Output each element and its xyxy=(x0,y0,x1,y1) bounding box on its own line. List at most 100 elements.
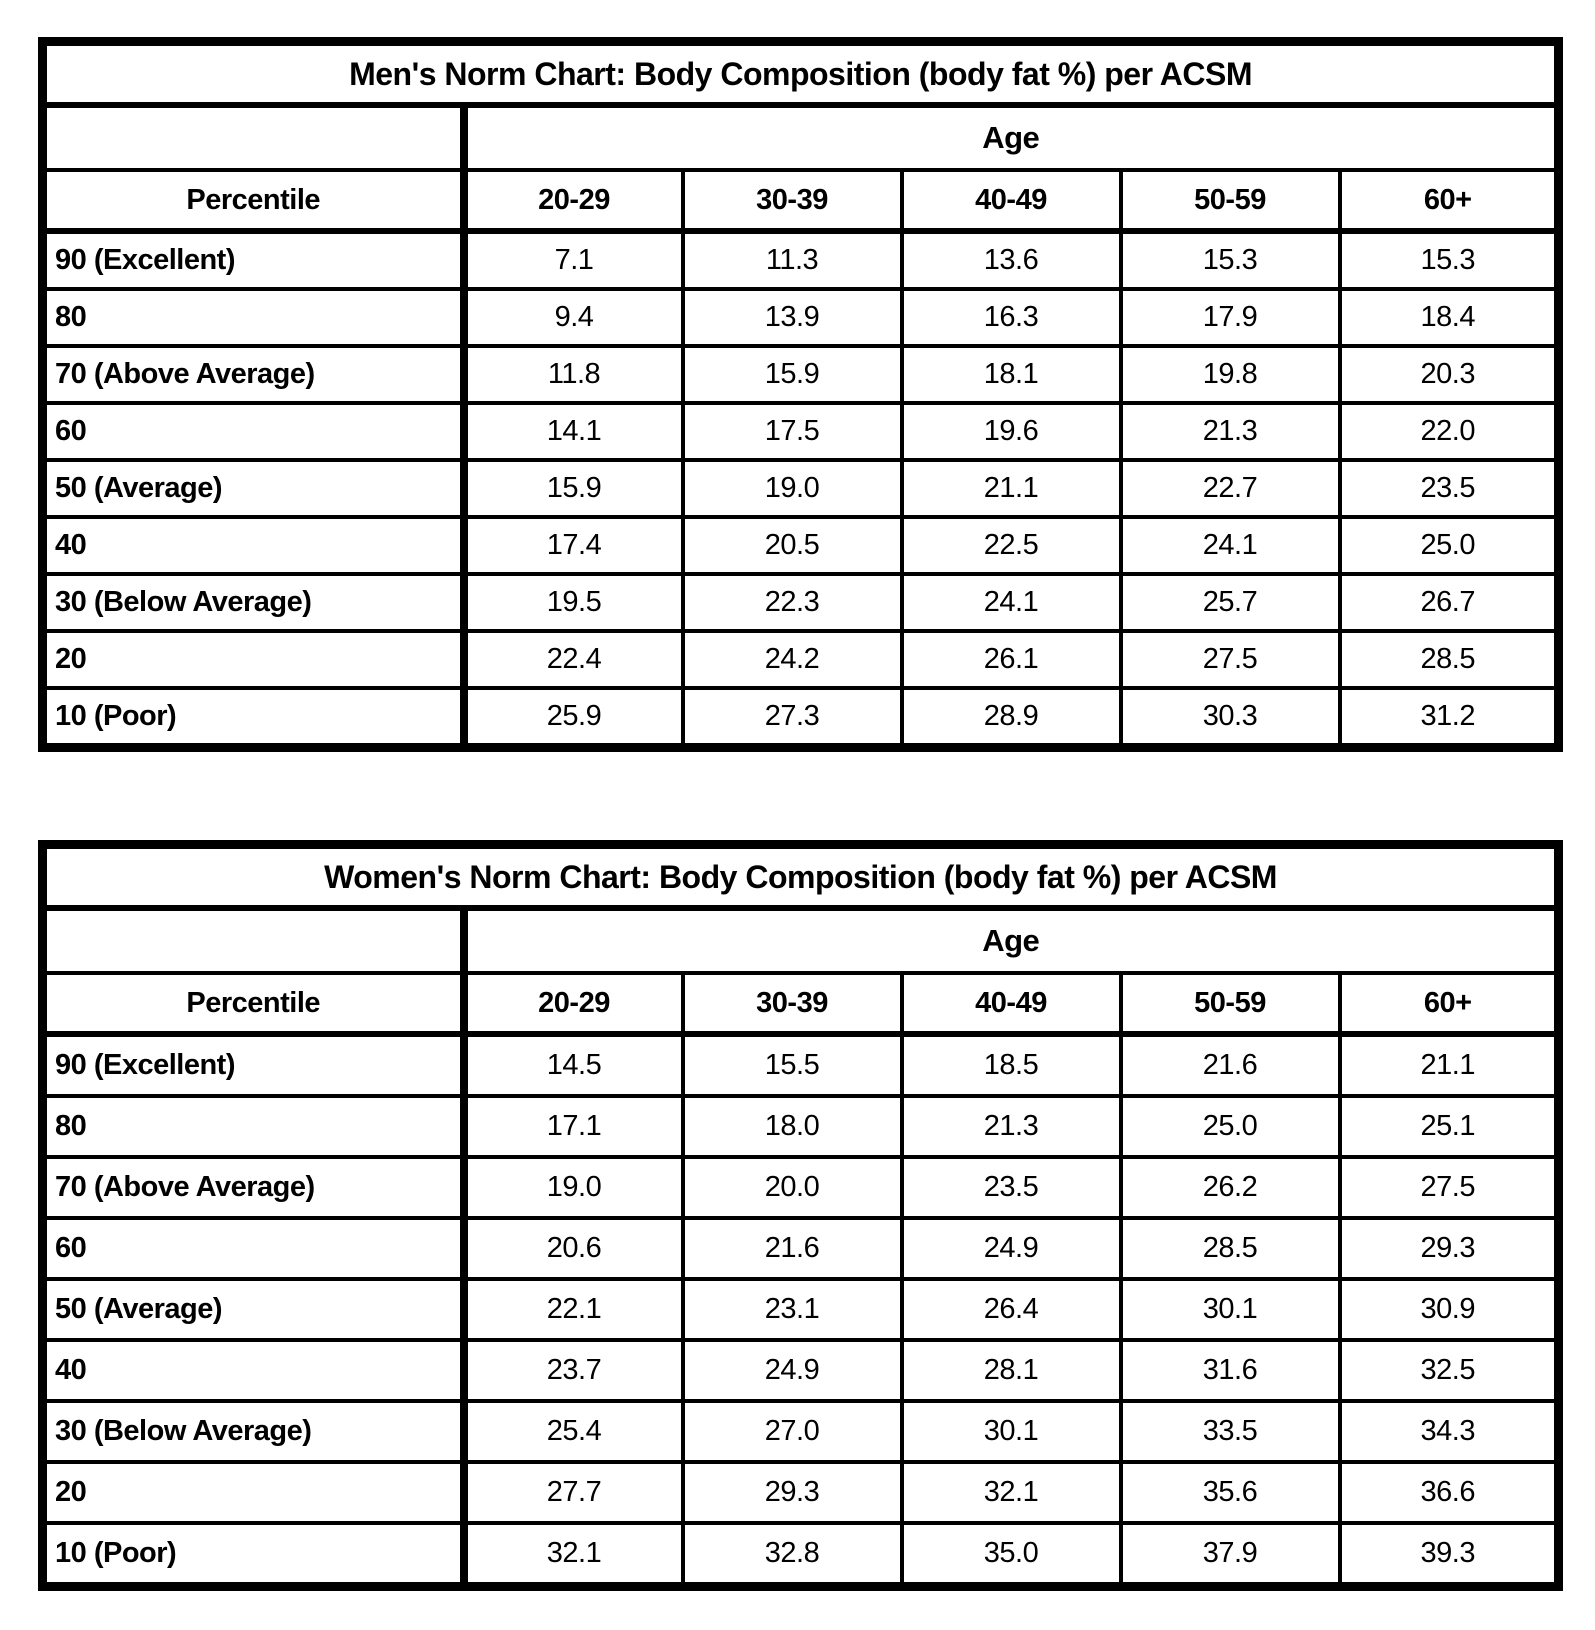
percentile-row-label: 80 xyxy=(40,287,468,348)
table-row: 70 (Above Average) 11.8 15.9 18.1 19.8 20.3 xyxy=(40,344,1561,405)
body-fat-value: 25.0 xyxy=(1337,515,1561,576)
body-fat-value: 32.8 xyxy=(680,1521,904,1589)
body-fat-value: 33.5 xyxy=(1118,1399,1342,1464)
body-fat-value: 30.9 xyxy=(1337,1277,1561,1342)
body-fat-value: 17.1 xyxy=(461,1094,685,1159)
body-fat-value: 9.4 xyxy=(461,287,685,348)
percentile-row-label: 30 (Below Average) xyxy=(40,572,468,633)
body-fat-value: 25.4 xyxy=(461,1399,685,1464)
table-title: Men's Norm Chart: Body Composition (body… xyxy=(40,39,1561,108)
percentile-row-label: 80 xyxy=(40,1094,468,1159)
body-fat-value: 32.1 xyxy=(899,1460,1123,1525)
percentile-row-label: 60 xyxy=(40,1216,468,1281)
body-fat-value: 24.1 xyxy=(1118,515,1342,576)
body-fat-value: 25.7 xyxy=(1118,572,1342,633)
blank-corner-cell xyxy=(40,906,468,975)
body-fat-value: 15.3 xyxy=(1337,229,1561,291)
body-fat-value: 35.6 xyxy=(1118,1460,1342,1525)
mens-table-body: Men's Norm Chart: Body Composition (body… xyxy=(40,39,1561,750)
body-fat-value: 19.6 xyxy=(899,401,1123,462)
body-fat-value: 14.1 xyxy=(461,401,685,462)
body-fat-value: 15.5 xyxy=(680,1032,904,1098)
body-fat-value: 34.3 xyxy=(1337,1399,1561,1464)
table-row: 60 20.6 21.6 24.9 28.5 29.3 xyxy=(40,1216,1561,1281)
body-fat-value: 25.0 xyxy=(1118,1094,1342,1159)
column-header-row: Percentile 20-29 30-39 40-49 50-59 60+ xyxy=(40,971,1561,1037)
age-group-header: Age xyxy=(461,103,1561,172)
column-header-row: Percentile 20-29 30-39 40-49 50-59 60+ xyxy=(40,168,1561,234)
percentile-row-label: 60 xyxy=(40,401,468,462)
body-fat-value: 11.3 xyxy=(680,229,904,291)
table-row: 20 27.7 29.3 32.1 35.6 36.6 xyxy=(40,1460,1561,1525)
table-row: 50 (Average) 22.1 23.1 26.4 30.1 30.9 xyxy=(40,1277,1561,1342)
body-fat-value: 18.1 xyxy=(899,344,1123,405)
age-column-header: 60+ xyxy=(1337,971,1561,1037)
body-fat-value: 18.5 xyxy=(899,1032,1123,1098)
table-row: 60 14.1 17.5 19.6 21.3 22.0 xyxy=(40,401,1561,462)
body-fat-value: 35.0 xyxy=(899,1521,1123,1589)
body-fat-value: 19.5 xyxy=(461,572,685,633)
table-row: 80 9.4 13.9 16.3 17.9 18.4 xyxy=(40,287,1561,348)
age-column-header: 30-39 xyxy=(680,168,904,234)
body-fat-value: 27.7 xyxy=(461,1460,685,1525)
age-column-header: 40-49 xyxy=(899,168,1123,234)
body-fat-value: 15.9 xyxy=(461,458,685,519)
body-fat-value: 15.9 xyxy=(680,344,904,405)
body-fat-value: 13.9 xyxy=(680,287,904,348)
age-group-row: Age xyxy=(40,103,1561,172)
table-row: 40 23.7 24.9 28.1 31.6 32.5 xyxy=(40,1338,1561,1403)
body-fat-value: 28.5 xyxy=(1337,629,1561,690)
percentile-row-label: 70 (Above Average) xyxy=(40,344,468,405)
percentile-row-label: 10 (Poor) xyxy=(40,686,468,750)
age-column-header: 20-29 xyxy=(461,168,685,234)
body-fat-value: 15.3 xyxy=(1118,229,1342,291)
percentile-row-label: 40 xyxy=(40,1338,468,1403)
body-fat-value: 20.0 xyxy=(680,1155,904,1220)
body-fat-value: 27.0 xyxy=(680,1399,904,1464)
body-fat-value: 32.1 xyxy=(461,1521,685,1589)
table-row: 90 (Excellent) 7.1 11.3 13.6 15.3 15.3 xyxy=(40,229,1561,291)
body-fat-value: 19.8 xyxy=(1118,344,1342,405)
body-fat-value: 22.1 xyxy=(461,1277,685,1342)
age-column-header: 40-49 xyxy=(899,971,1123,1037)
body-fat-value: 22.0 xyxy=(1337,401,1561,462)
body-fat-value: 17.9 xyxy=(1118,287,1342,348)
body-fat-value: 21.3 xyxy=(899,1094,1123,1159)
body-fat-value: 28.1 xyxy=(899,1338,1123,1403)
percentile-row-label: 10 (Poor) xyxy=(40,1521,468,1589)
body-fat-value: 14.5 xyxy=(461,1032,685,1098)
table-row: 10 (Poor) 25.9 27.3 28.9 30.3 31.2 xyxy=(40,686,1561,750)
body-fat-value: 11.8 xyxy=(461,344,685,405)
body-fat-value: 18.0 xyxy=(680,1094,904,1159)
womens-table-body: Women's Norm Chart: Body Composition (bo… xyxy=(40,842,1561,1589)
percentile-row-label: 90 (Excellent) xyxy=(40,1032,468,1098)
body-fat-value: 18.4 xyxy=(1337,287,1561,348)
body-fat-value: 26.4 xyxy=(899,1277,1123,1342)
body-fat-value: 31.2 xyxy=(1337,686,1561,750)
table-row: 90 (Excellent) 14.5 15.5 18.5 21.6 21.1 xyxy=(40,1032,1561,1098)
womens-norm-table: Women's Norm Chart: Body Composition (bo… xyxy=(38,840,1564,1591)
body-fat-value: 23.7 xyxy=(461,1338,685,1403)
table-row: 30 (Below Average) 25.4 27.0 30.1 33.5 34.3 xyxy=(40,1399,1561,1464)
body-fat-value: 20.6 xyxy=(461,1216,685,1281)
age-column-header: 20-29 xyxy=(461,971,685,1037)
table-row: 20 22.4 24.2 26.1 27.5 28.5 xyxy=(40,629,1561,690)
age-group-row: Age xyxy=(40,906,1561,975)
table-title-row: Women's Norm Chart: Body Composition (bo… xyxy=(40,842,1561,911)
table-row: 70 (Above Average) 19.0 20.0 23.5 26.2 27.5 xyxy=(40,1155,1561,1220)
percentile-row-label: 20 xyxy=(40,629,468,690)
mens-norm-table: Men's Norm Chart: Body Composition (body… xyxy=(38,37,1564,752)
body-fat-value: 19.0 xyxy=(461,1155,685,1220)
body-fat-value: 24.9 xyxy=(899,1216,1123,1281)
body-fat-value: 24.1 xyxy=(899,572,1123,633)
percentile-row-label: 30 (Below Average) xyxy=(40,1399,468,1464)
body-fat-value: 21.1 xyxy=(899,458,1123,519)
body-fat-value: 25.9 xyxy=(461,686,685,750)
table-row: 80 17.1 18.0 21.3 25.0 25.1 xyxy=(40,1094,1561,1159)
body-fat-value: 30.1 xyxy=(1118,1277,1342,1342)
percentile-row-label: 50 (Average) xyxy=(40,1277,468,1342)
body-fat-value: 26.1 xyxy=(899,629,1123,690)
body-fat-value: 17.5 xyxy=(680,401,904,462)
body-fat-value: 22.7 xyxy=(1118,458,1342,519)
